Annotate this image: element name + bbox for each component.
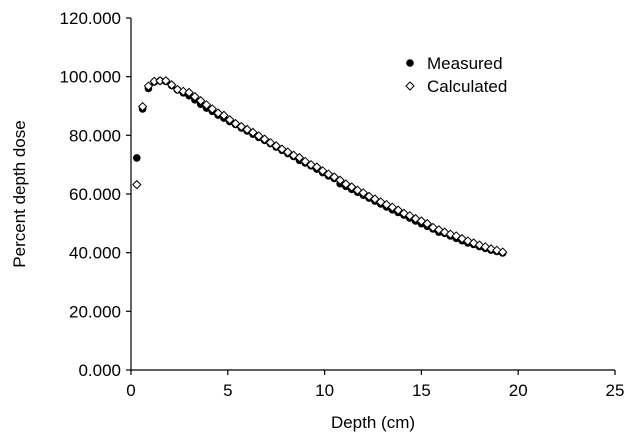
legend-measured-label: Measured (427, 54, 503, 73)
calculated-point (306, 159, 316, 170)
x-tick-label: 5 (223, 381, 232, 400)
calculated-point (434, 225, 444, 235)
measured-point (133, 154, 141, 162)
legend-measured-marker (406, 59, 414, 67)
calculated-point (341, 179, 351, 189)
y-tick-label: 20.000 (69, 302, 121, 321)
calculated-point (265, 137, 276, 148)
calculated-point (422, 218, 432, 229)
calculated-point (364, 191, 374, 202)
calculated-point (190, 91, 200, 102)
x-ticks: 0 5 10 15 20 25 (126, 370, 624, 400)
y-tick-label: 120.000 (60, 9, 121, 28)
x-axis-title: Depth (cm) (331, 413, 415, 432)
x-tick-label: 15 (412, 381, 431, 400)
calculated-point (230, 118, 241, 129)
x-tick-label: 0 (126, 381, 135, 400)
calculated-point (323, 169, 334, 179)
calculated-point (498, 247, 508, 257)
calculated-point (201, 100, 212, 110)
calculated-point (358, 188, 369, 198)
y-tick-label: 100.000 (60, 68, 121, 87)
calculated-point (335, 175, 345, 185)
calculated-point (236, 121, 247, 132)
calculated-point (271, 141, 281, 151)
y-ticks: 0.000 20.000 40.000 60.000 80.000 100.000 120.… (60, 9, 131, 380)
calculated-point (254, 131, 264, 141)
calculated-point (393, 205, 403, 215)
calculated-point (370, 194, 380, 204)
series-layer (132, 76, 508, 257)
calculated-point (352, 185, 363, 195)
y-tick-label: 60.000 (69, 185, 121, 204)
calculated-point (317, 166, 328, 176)
calculated-point (259, 134, 270, 144)
calculated-point (346, 182, 357, 192)
calculated-point (416, 216, 427, 226)
calculated-point (468, 238, 479, 248)
series-calculated (132, 76, 508, 257)
calculated-point (451, 231, 461, 241)
calculated-point (300, 156, 310, 167)
calculated-point (219, 110, 229, 121)
y-axis-title: Percent depth dose (10, 120, 29, 267)
calculated-point (161, 76, 171, 86)
y-tick-label: 80.000 (69, 126, 121, 145)
legend-calculated-label: Calculated (427, 77, 507, 96)
calculated-point (312, 162, 322, 172)
calculated-point (225, 115, 235, 125)
calculated-point (184, 87, 194, 98)
calculated-point (387, 202, 398, 212)
x-tick-label: 20 (509, 381, 528, 400)
axes (130, 18, 615, 371)
calculated-point (137, 101, 148, 112)
calculated-point (195, 96, 206, 106)
x-tick-label: 25 (606, 381, 625, 400)
x-tick-label: 10 (315, 381, 334, 400)
calculated-point (248, 127, 258, 138)
y-tick-label: 0.000 (78, 361, 121, 380)
calculated-point (329, 172, 339, 182)
calculated-point (445, 229, 456, 239)
y-tick-label: 40.000 (69, 244, 121, 263)
legend-calculated-marker (405, 81, 415, 91)
calculated-point (132, 179, 142, 190)
legend: Measured Calculated (405, 54, 507, 96)
calculated-point (294, 152, 305, 163)
calculated-point (405, 210, 415, 221)
calculated-point (143, 81, 154, 91)
calculated-point (207, 104, 218, 114)
calculated-point (283, 147, 293, 157)
calculated-point (242, 124, 252, 135)
calculated-point (166, 80, 177, 90)
calculated-point (277, 144, 287, 154)
calculated-point (457, 233, 467, 244)
